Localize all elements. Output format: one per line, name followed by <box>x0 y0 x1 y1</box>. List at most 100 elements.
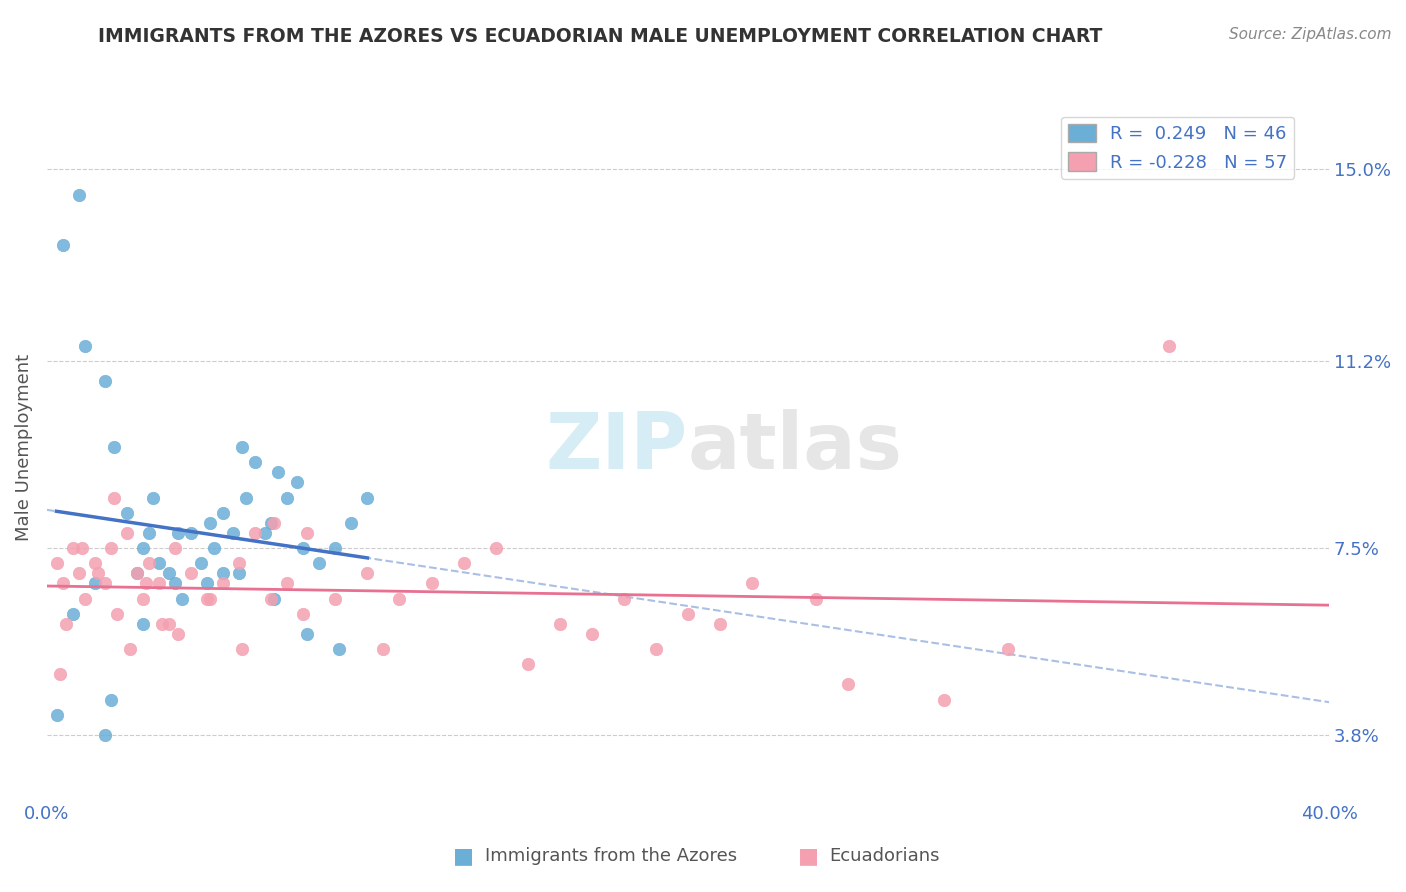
Point <box>260 591 283 606</box>
Point <box>84 556 107 570</box>
Point <box>228 566 250 581</box>
Point <box>138 525 160 540</box>
Point <box>245 455 267 469</box>
Text: IMMIGRANTS FROM THE AZORES VS ECUADORIAN MALE UNEMPLOYMENT CORRELATION CHART: IMMIGRANTS FROM THE AZORES VS ECUADORIAN… <box>98 27 1102 45</box>
Point <box>1157 339 1180 353</box>
Point <box>548 616 571 631</box>
Point <box>135 576 157 591</box>
Text: ■: ■ <box>799 847 818 866</box>
Text: Immigrants from the Azores: Immigrants from the Azores <box>485 847 737 865</box>
Point <box>356 566 378 581</box>
Point <box>115 506 138 520</box>
Point <box>45 556 67 570</box>
Point <box>142 491 165 505</box>
Point <box>581 627 603 641</box>
Text: Ecuadorians: Ecuadorians <box>830 847 941 865</box>
Point <box>100 541 122 555</box>
Point <box>325 541 347 555</box>
Point <box>107 607 129 621</box>
Point <box>295 525 318 540</box>
Point <box>165 576 187 591</box>
Point <box>190 556 212 570</box>
Point <box>93 375 115 389</box>
Point <box>87 566 110 581</box>
Point <box>167 627 190 641</box>
Point <box>253 525 276 540</box>
Point <box>613 591 636 606</box>
Point <box>52 576 75 591</box>
Point <box>70 541 93 555</box>
Point <box>167 525 190 540</box>
Point <box>132 591 155 606</box>
Point <box>388 591 411 606</box>
Point <box>934 692 956 706</box>
Point <box>516 657 538 672</box>
Text: Source: ZipAtlas.com: Source: ZipAtlas.com <box>1229 27 1392 42</box>
Point <box>804 591 827 606</box>
Point <box>997 642 1019 657</box>
Point <box>100 692 122 706</box>
Point <box>231 642 253 657</box>
Point <box>328 642 350 657</box>
Text: ZIP: ZIP <box>546 409 688 485</box>
Point <box>132 541 155 555</box>
Y-axis label: Male Unemployment: Male Unemployment <box>15 353 32 541</box>
Point <box>276 576 298 591</box>
Point <box>420 576 443 591</box>
Point <box>325 591 347 606</box>
Point <box>62 607 84 621</box>
Point <box>75 591 97 606</box>
Point <box>202 541 225 555</box>
Point <box>308 556 330 570</box>
Point <box>231 440 253 454</box>
Point <box>125 566 148 581</box>
Point <box>266 466 288 480</box>
Point <box>235 491 257 505</box>
Point <box>200 591 222 606</box>
Point <box>138 556 160 570</box>
Point <box>67 187 90 202</box>
Point <box>67 566 90 581</box>
Point <box>212 506 235 520</box>
Point <box>84 576 107 591</box>
Point <box>741 576 763 591</box>
Point <box>295 627 318 641</box>
Point <box>263 591 285 606</box>
Point <box>285 475 308 490</box>
Point <box>115 525 138 540</box>
Point <box>644 642 666 657</box>
Point <box>150 616 173 631</box>
Point <box>148 576 170 591</box>
Point <box>837 677 859 691</box>
Point <box>195 576 218 591</box>
Point <box>62 541 84 555</box>
Point <box>55 616 77 631</box>
Point <box>453 556 475 570</box>
Legend: R =  0.249   N = 46, R = -0.228   N = 57: R = 0.249 N = 46, R = -0.228 N = 57 <box>1062 117 1295 179</box>
Point <box>222 525 245 540</box>
Point <box>195 591 218 606</box>
Point <box>228 556 250 570</box>
Point <box>373 642 395 657</box>
Point <box>485 541 508 555</box>
Text: atlas: atlas <box>688 409 903 485</box>
Point <box>48 667 70 681</box>
Point <box>120 642 142 657</box>
Point <box>709 616 731 631</box>
Point <box>180 525 202 540</box>
Point <box>165 541 187 555</box>
Point <box>132 616 155 631</box>
Point <box>676 607 699 621</box>
Point <box>260 516 283 530</box>
Point <box>292 607 315 621</box>
Point <box>103 491 125 505</box>
Point <box>93 728 115 742</box>
Point <box>45 707 67 722</box>
Point <box>263 516 285 530</box>
Point <box>52 238 75 252</box>
Point <box>157 566 180 581</box>
Point <box>292 541 315 555</box>
Point <box>276 491 298 505</box>
Point <box>356 491 378 505</box>
Point <box>93 576 115 591</box>
